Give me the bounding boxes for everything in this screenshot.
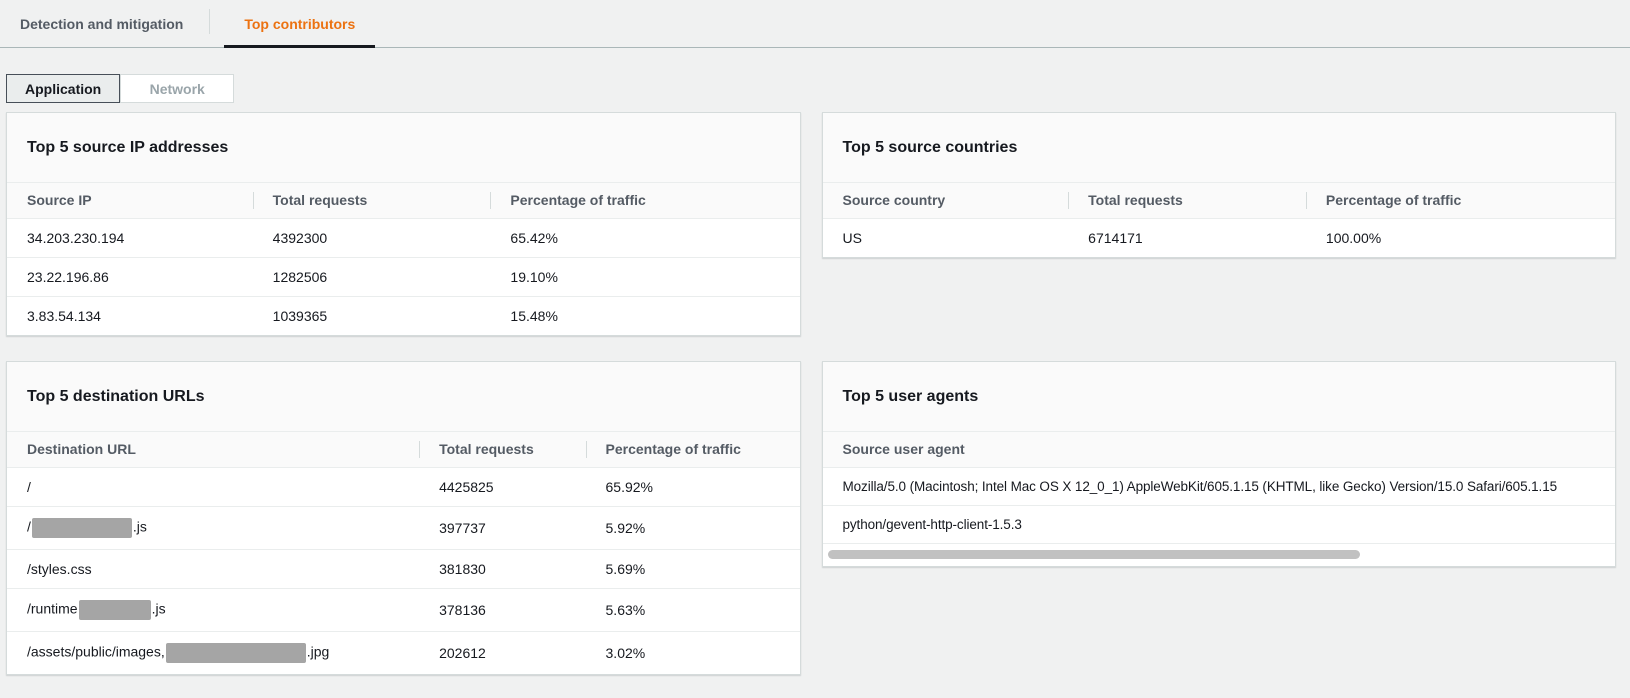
table-cell: 34.203.230.194: [7, 218, 253, 258]
table-row: /runtime .js 378136 5.63%: [7, 588, 800, 632]
column-header: Source country: [822, 183, 1069, 219]
table-cell: US: [822, 218, 1069, 257]
table-row: 23.22.196.86 1282506 19.10%: [7, 257, 800, 297]
toggle-label: Network: [149, 80, 205, 97]
table-row: /4425825 65.92%: [7, 467, 800, 507]
panel-title: Top 5 source countries: [842, 139, 1018, 156]
table-cell: 381830: [419, 549, 586, 589]
table-cell: 5.92%: [585, 506, 800, 550]
table-row: /assets/public/images, .jpg 202612 3.02%: [7, 631, 800, 674]
tab-top-contributors[interactable]: Top contributors: [224, 0, 376, 48]
table-cell: python/gevent-http-client-1.5.3: [822, 505, 1615, 543]
table-cell: 6714171: [1068, 218, 1306, 257]
tab-label: Top contributors: [244, 15, 356, 32]
table-cell: 5.69%: [585, 549, 800, 589]
column-header: Source IP: [7, 183, 253, 219]
table-row: /styles.css 381830 5.69%: [7, 549, 800, 589]
table-cell: 397737: [419, 506, 586, 550]
tab-divider: [209, 9, 211, 34]
table-cell: 1039365: [252, 296, 491, 335]
table-cell: 4425825: [419, 467, 586, 507]
column-header: Total requests: [252, 183, 491, 219]
panel-header: Top 5 user agents: [822, 362, 1615, 432]
table-row: / .js 397737 5.92%: [7, 506, 800, 550]
tab-label: Detection and mitigation: [20, 15, 184, 32]
toggle-application-button[interactable]: Application: [6, 74, 121, 103]
table-cell: / .js: [7, 506, 420, 550]
table-cell: 15.48%: [490, 296, 800, 335]
table-cell: 19.10%: [490, 257, 800, 297]
table-cell: 378136: [419, 588, 586, 632]
toggle-network-button[interactable]: Network: [120, 74, 235, 103]
panel-top-source-ips: Top 5 source IP addresses Source IP Total…: [6, 112, 801, 336]
column-header: Total requests: [1068, 183, 1306, 219]
source-ips-table: Source IP Total requests Percentage of tra…: [7, 183, 800, 335]
horizontal-scrollbar-track[interactable]: [822, 543, 1615, 566]
table-cell: 4392300: [252, 218, 491, 258]
table-cell: 65.42%: [490, 218, 800, 258]
table-cell: Mozilla/5.0 (Macintosh; Intel Mac OS X 1…: [822, 467, 1615, 506]
panels-grid: Top 5 source IP addresses Source IP Total…: [6, 112, 1616, 675]
layer-toggle-group: Application Network: [6, 74, 1630, 103]
column-header: Total requests: [419, 432, 586, 468]
panel-top-user-agents: Top 5 user agents Source user agent Mozil…: [821, 361, 1616, 567]
table-cell: 1282506: [252, 257, 491, 297]
panel-top-source-countries: Top 5 source countries Source country Tot…: [821, 112, 1616, 258]
panel-title: Top 5 destination URLs: [27, 388, 205, 405]
table-cell: 5.63%: [585, 588, 800, 632]
horizontal-scrollbar-thumb[interactable]: [827, 550, 1360, 559]
table-row: python/gevent-http-client-1.5.3: [822, 505, 1615, 543]
table-cell: 65.92%: [585, 467, 800, 507]
table-cell: 100.00%: [1305, 218, 1615, 257]
table-row: Mozilla/5.0 (Macintosh; Intel Mac OS X 1…: [822, 467, 1615, 506]
table-cell: /runtime .js: [7, 588, 420, 632]
toggle-label: Application: [25, 80, 102, 97]
column-header: Percentage of traffic: [585, 432, 800, 468]
column-header: Destination URL: [7, 432, 420, 468]
table-row: US 6714171 100.00%: [822, 218, 1615, 257]
table-row: 34.203.230.194 4392300 65.42%: [7, 218, 800, 258]
column-header: Percentage of traffic: [1305, 183, 1615, 219]
table-header-row: Source IP Total requests Percentage of tra…: [7, 183, 800, 219]
column-header: Source user agent: [822, 432, 1615, 468]
table-row: 3.83.54.134 1039365 15.48%: [7, 296, 800, 335]
table-cell: 23.22.196.86: [7, 257, 253, 297]
redacted-text: [31, 518, 132, 538]
table-cell: /styles.css: [7, 549, 420, 589]
redacted-text: [165, 643, 306, 663]
panel-header: Top 5 destination URLs: [7, 362, 800, 432]
table-header-row: Source country Total requests Percentage o…: [822, 183, 1615, 219]
panel-title: Top 5 source IP addresses: [27, 139, 229, 156]
table-cell: /: [7, 467, 420, 507]
tab-detection-and-mitigation[interactable]: Detection and mitigation: [0, 0, 203, 47]
panel-title: Top 5 user agents: [842, 388, 979, 405]
tab-bar: Detection and mitigation Top contributor…: [0, 0, 1630, 48]
table-cell: 3.02%: [585, 631, 800, 674]
user-agents-table: Source user agent Mozilla/5.0 (Macintosh;…: [822, 432, 1615, 543]
table-cell: /assets/public/images, .jpg: [7, 631, 420, 674]
table-header-row: Destination URL Total requests Percentage …: [7, 432, 800, 468]
table-cell: 202612: [419, 631, 586, 674]
table-header-row: Source user agent: [822, 432, 1615, 468]
column-header: Percentage of traffic: [490, 183, 800, 219]
destination-urls-table: Destination URL Total requests Percentage …: [7, 432, 800, 674]
panel-header: Top 5 source countries: [822, 113, 1615, 183]
redacted-text: [78, 600, 151, 620]
source-countries-table: Source country Total requests Percentage o…: [822, 183, 1615, 257]
table-cell: 3.83.54.134: [7, 296, 253, 335]
panel-top-destination-urls: Top 5 destination URLs Destination URL To…: [6, 361, 801, 675]
panel-header: Top 5 source IP addresses: [7, 113, 800, 183]
